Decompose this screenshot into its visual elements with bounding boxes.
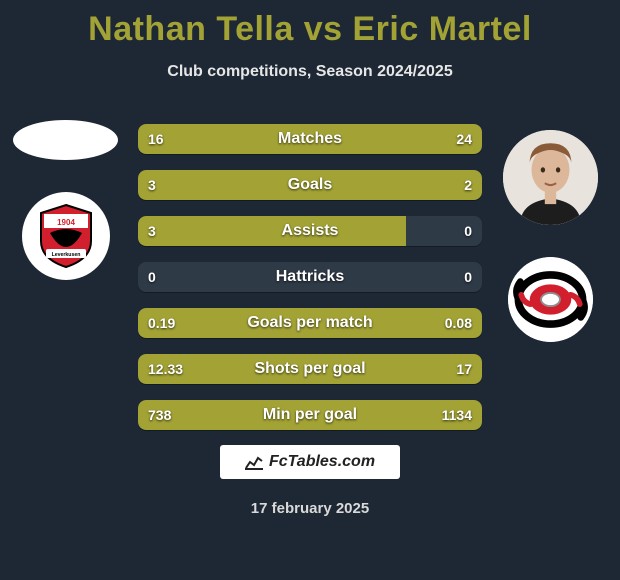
player2-club-badge [508,257,593,342]
stat-label: Goals per match [138,308,482,338]
svg-text:Leverkusen: Leverkusen [51,252,80,258]
svg-text:1904: 1904 [57,218,75,227]
page-subtitle: Club competitions, Season 2024/2025 [0,63,620,81]
leverkusen-shield-icon: 1904 Leverkusen [36,203,96,269]
stat-label: Goals [138,170,482,200]
brand-text: FcTables.com [269,453,375,471]
stat-row: 1624Matches [138,124,482,154]
player1-column: 1904 Leverkusen [8,120,123,280]
stat-label: Matches [138,124,482,154]
stat-row: 12.3317Shots per goal [138,354,482,384]
stat-label: Shots per goal [138,354,482,384]
stat-label: Hattricks [138,262,482,292]
player2-column [503,130,598,342]
stat-label: Min per goal [138,400,482,430]
stat-row: 32Goals [138,170,482,200]
person-icon [503,130,598,225]
brand-logo[interactable]: FcTables.com [220,445,400,479]
stat-row: 0.190.08Goals per match [138,308,482,338]
stat-label: Assists [138,216,482,246]
footer-date: 17 february 2025 [0,500,620,517]
stat-row: 7381134Min per goal [138,400,482,430]
stats-container: 1624Matches 32Goals 30Assists 00Hattricks 0.… [138,124,482,430]
hurricane-logo-icon [508,257,593,342]
page-title: Nathan Tella vs Eric Martel [0,0,620,49]
player1-avatar-placeholder [13,120,118,160]
stat-row: 30Assists [138,216,482,246]
stat-row: 00Hattricks [138,262,482,292]
player2-avatar [503,130,598,225]
player1-club-badge: 1904 Leverkusen [22,192,110,280]
chart-icon [245,454,263,470]
